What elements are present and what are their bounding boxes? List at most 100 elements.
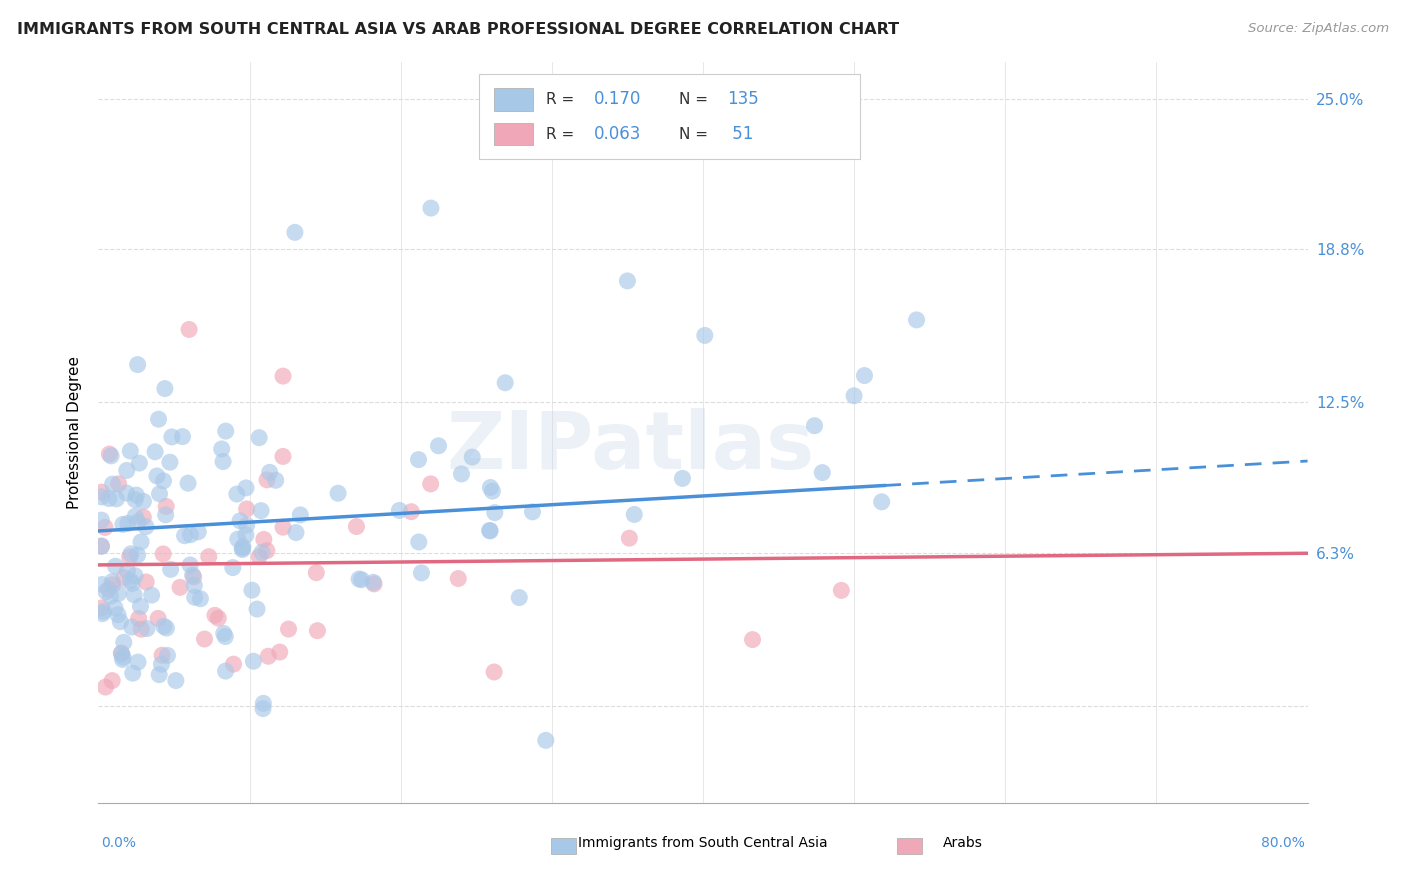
Point [100,589,122,603]
Point [347,572,370,586]
Point [229,514,252,528]
Point [271,520,294,534]
Point [127,655,149,669]
Text: 0.063: 0.063 [595,125,641,144]
Point [197,549,219,564]
Point [94,680,117,694]
Point [853,368,876,383]
Text: N =: N = [679,127,713,142]
Point [148,487,170,501]
Point [250,545,273,559]
Point [107,476,129,491]
Point [179,558,201,572]
Point [693,328,716,343]
Point [128,611,150,625]
Point [152,619,174,633]
Point [235,528,257,542]
Point [187,524,209,539]
Point [411,566,433,580]
Point [121,620,143,634]
Point [305,566,328,580]
Point [146,469,169,483]
Point [619,531,641,545]
Point [479,481,502,495]
Point [148,412,170,426]
Point [235,518,257,533]
Point [143,444,166,458]
Point [870,495,893,509]
Point [155,508,177,522]
Point [388,503,411,517]
Point [215,424,238,438]
Point [110,647,132,661]
Text: 135: 135 [727,90,759,109]
Text: IMMIGRANTS FROM SOUTH CENTRAL ASIA VS ARAB PROFESSIONAL DEGREE CORRELATION CHART: IMMIGRANTS FROM SOUTH CENTRAL ASIA VS AR… [17,22,898,37]
Point [91,577,114,591]
Point [100,449,122,463]
Point [129,622,152,636]
Point [115,463,138,477]
Point [408,452,430,467]
Point [124,568,146,582]
Point [107,607,129,622]
Point [90,540,112,554]
Point [169,580,191,594]
Point [112,635,135,649]
Point [118,549,141,564]
Point [246,602,269,616]
Point [534,733,557,747]
Point [101,574,124,589]
Point [120,547,142,561]
Point [307,624,329,638]
Point [155,621,177,635]
Point [252,697,274,711]
Point [135,519,157,533]
Point [419,476,441,491]
Point [104,600,127,615]
Point [522,505,544,519]
Bar [494,88,533,111]
Point [183,570,205,584]
Point [128,456,150,470]
Point [105,491,128,506]
Point [420,201,443,215]
Point [152,547,174,561]
Point [250,503,273,517]
Point [247,549,270,564]
Bar [494,123,533,145]
Point [479,524,502,538]
Text: 0.0%: 0.0% [101,836,136,850]
Point [247,431,270,445]
Point [350,573,373,587]
Point [91,607,114,621]
Point [90,485,112,500]
Point [112,571,135,585]
Point [107,586,129,600]
Point [803,418,825,433]
Point [177,476,200,491]
Point [94,584,117,599]
Point [127,358,149,372]
Point [150,657,173,672]
Point [98,447,121,461]
Text: 0.170: 0.170 [595,90,641,109]
Point [830,583,852,598]
Point [153,382,176,396]
Point [222,560,245,574]
Point [211,442,233,456]
Point [481,484,503,499]
Point [125,488,148,502]
Point [252,701,274,715]
Point [124,492,146,507]
Point [136,622,159,636]
Point [326,486,349,500]
Point [212,626,235,640]
Point [277,622,299,636]
Point [508,591,530,605]
Point [363,575,385,590]
Point [214,630,236,644]
Point [120,574,142,588]
Point [253,533,276,547]
Text: Immigrants from South Central Asia: Immigrants from South Central Asia [578,836,828,850]
Point [132,494,155,508]
